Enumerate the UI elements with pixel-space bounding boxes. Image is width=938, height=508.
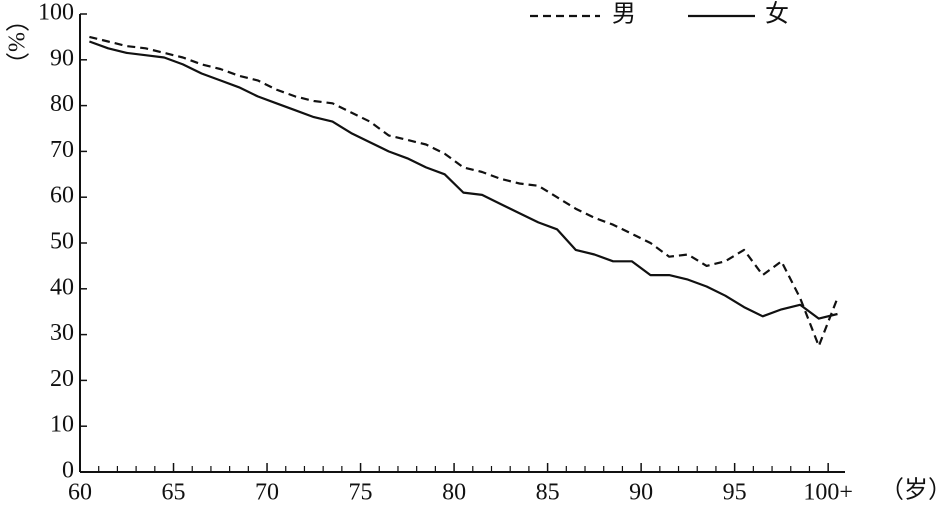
x-tick-label: 75 xyxy=(349,480,373,506)
y-tick-label: 100 xyxy=(38,0,74,26)
y-tick-label: 30 xyxy=(50,320,74,346)
x-axis-label: （岁） xyxy=(880,477,938,504)
x-tick-label: 60 xyxy=(68,480,92,506)
x-tick-label: 100+ xyxy=(803,480,853,506)
x-tick-label: 85 xyxy=(536,480,560,506)
y-tick-label: 50 xyxy=(50,229,74,255)
y-axis-label: （%） xyxy=(2,8,28,76)
y-tick-label: 60 xyxy=(50,183,74,209)
x-tick-label: 70 xyxy=(255,480,279,506)
y-tick-label: 40 xyxy=(50,274,74,300)
legend-label: 女 xyxy=(765,1,789,28)
legend-label: 男 xyxy=(612,2,636,28)
y-tick-label: 0 xyxy=(62,458,74,484)
series-line xyxy=(89,40,838,320)
x-tick-label: 65 xyxy=(162,480,186,506)
x-tick-label: 80 xyxy=(442,480,466,506)
x-tick-label: 95 xyxy=(723,480,747,506)
x-tick-label: 90 xyxy=(629,480,653,506)
y-tick-label: 80 xyxy=(50,91,74,117)
y-tick-label: 70 xyxy=(50,137,74,163)
y-tick-label: 90 xyxy=(50,45,74,71)
y-tick-label: 10 xyxy=(50,412,74,438)
y-tick-label: 20 xyxy=(50,366,74,392)
